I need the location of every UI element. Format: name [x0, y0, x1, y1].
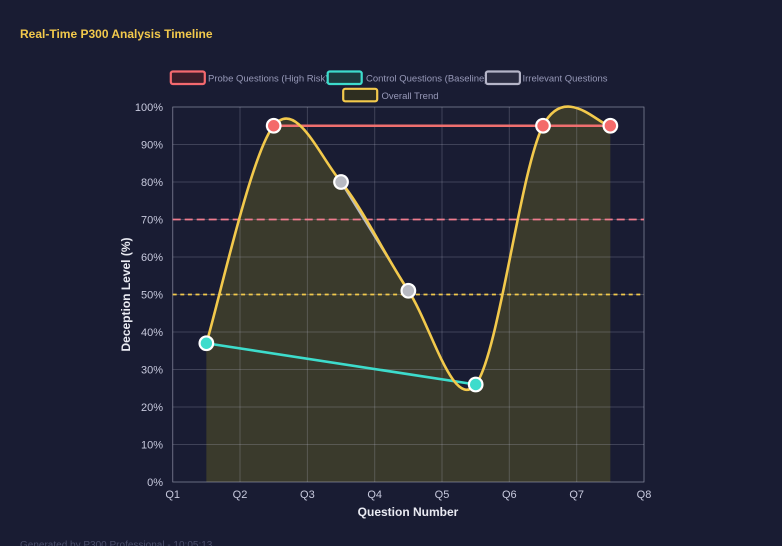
- svg-text:100%: 100%: [135, 102, 163, 114]
- svg-text:Q5: Q5: [435, 489, 450, 501]
- svg-text:Q8: Q8: [637, 489, 652, 501]
- svg-text:90%: 90%: [141, 140, 163, 152]
- svg-text:Q7: Q7: [569, 489, 584, 501]
- svg-text:40%: 40%: [141, 327, 163, 339]
- svg-text:Q2: Q2: [233, 489, 248, 501]
- svg-text:80%: 80%: [141, 177, 163, 189]
- svg-text:60%: 60%: [141, 252, 163, 264]
- svg-text:Q3: Q3: [300, 489, 315, 501]
- svg-text:Q1: Q1: [165, 489, 180, 501]
- svg-text:Control Questions (Baseline): Control Questions (Baseline): [366, 74, 487, 85]
- svg-text:70%: 70%: [141, 215, 163, 227]
- svg-text:Overall Trend: Overall Trend: [382, 91, 439, 102]
- svg-text:30%: 30%: [141, 365, 163, 377]
- svg-text:Q4: Q4: [367, 489, 382, 501]
- svg-text:Question Number: Question Number: [358, 505, 459, 519]
- svg-text:Irrelevant Questions: Irrelevant Questions: [523, 74, 608, 85]
- svg-text:50%: 50%: [141, 290, 163, 302]
- svg-text:20%: 20%: [141, 402, 163, 414]
- svg-text:0%: 0%: [147, 477, 163, 489]
- svg-text:Deception Level (%): Deception Level (%): [119, 237, 133, 351]
- svg-text:Q6: Q6: [502, 489, 517, 501]
- svg-text:Probe Questions (High Risk): Probe Questions (High Risk): [208, 74, 328, 85]
- svg-text:10%: 10%: [141, 440, 163, 452]
